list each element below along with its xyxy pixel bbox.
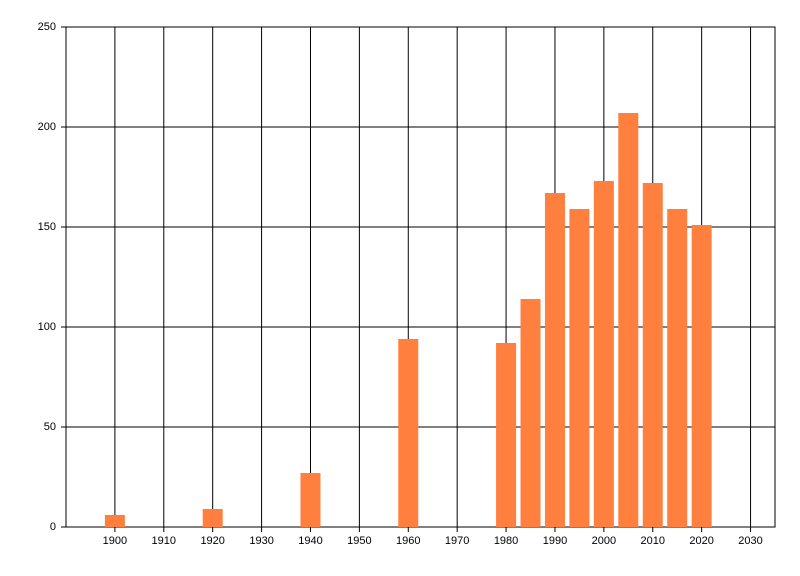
bar bbox=[300, 473, 321, 527]
x-tick-label: 1960 bbox=[396, 535, 420, 547]
x-tick-label: 2030 bbox=[738, 535, 762, 547]
bar bbox=[618, 113, 639, 527]
x-tick-label: 1920 bbox=[200, 535, 224, 547]
x-tick-label: 2020 bbox=[689, 535, 713, 547]
bar bbox=[569, 209, 590, 527]
bar bbox=[593, 181, 614, 527]
x-tick-label: 1970 bbox=[445, 535, 469, 547]
y-tick-label: 200 bbox=[38, 121, 56, 133]
x-tick-label: 1950 bbox=[347, 535, 371, 547]
bar bbox=[691, 225, 712, 527]
x-tick-label: 1910 bbox=[152, 535, 176, 547]
y-tick-label: 100 bbox=[38, 321, 56, 333]
x-tick-label: 1930 bbox=[249, 535, 273, 547]
y-tick-label: 250 bbox=[38, 21, 56, 33]
bar bbox=[398, 339, 419, 527]
y-tick-label: 150 bbox=[38, 221, 56, 233]
plot-border bbox=[65, 26, 776, 528]
x-tick-label: 1990 bbox=[543, 535, 567, 547]
bar bbox=[667, 209, 688, 527]
y-tick-label: 0 bbox=[50, 521, 56, 533]
x-tick-label: 2000 bbox=[592, 535, 616, 547]
bar bbox=[642, 183, 663, 527]
x-tick-label: 2010 bbox=[641, 535, 665, 547]
x-tick-label: 1900 bbox=[103, 535, 127, 547]
y-tick-label: 50 bbox=[44, 421, 56, 433]
x-tick-label: 1980 bbox=[494, 535, 518, 547]
bar bbox=[520, 299, 541, 527]
bar bbox=[544, 193, 565, 527]
bar bbox=[202, 509, 223, 527]
x-tick-label: 1940 bbox=[298, 535, 322, 547]
bar bbox=[104, 515, 125, 527]
bar bbox=[496, 343, 517, 527]
